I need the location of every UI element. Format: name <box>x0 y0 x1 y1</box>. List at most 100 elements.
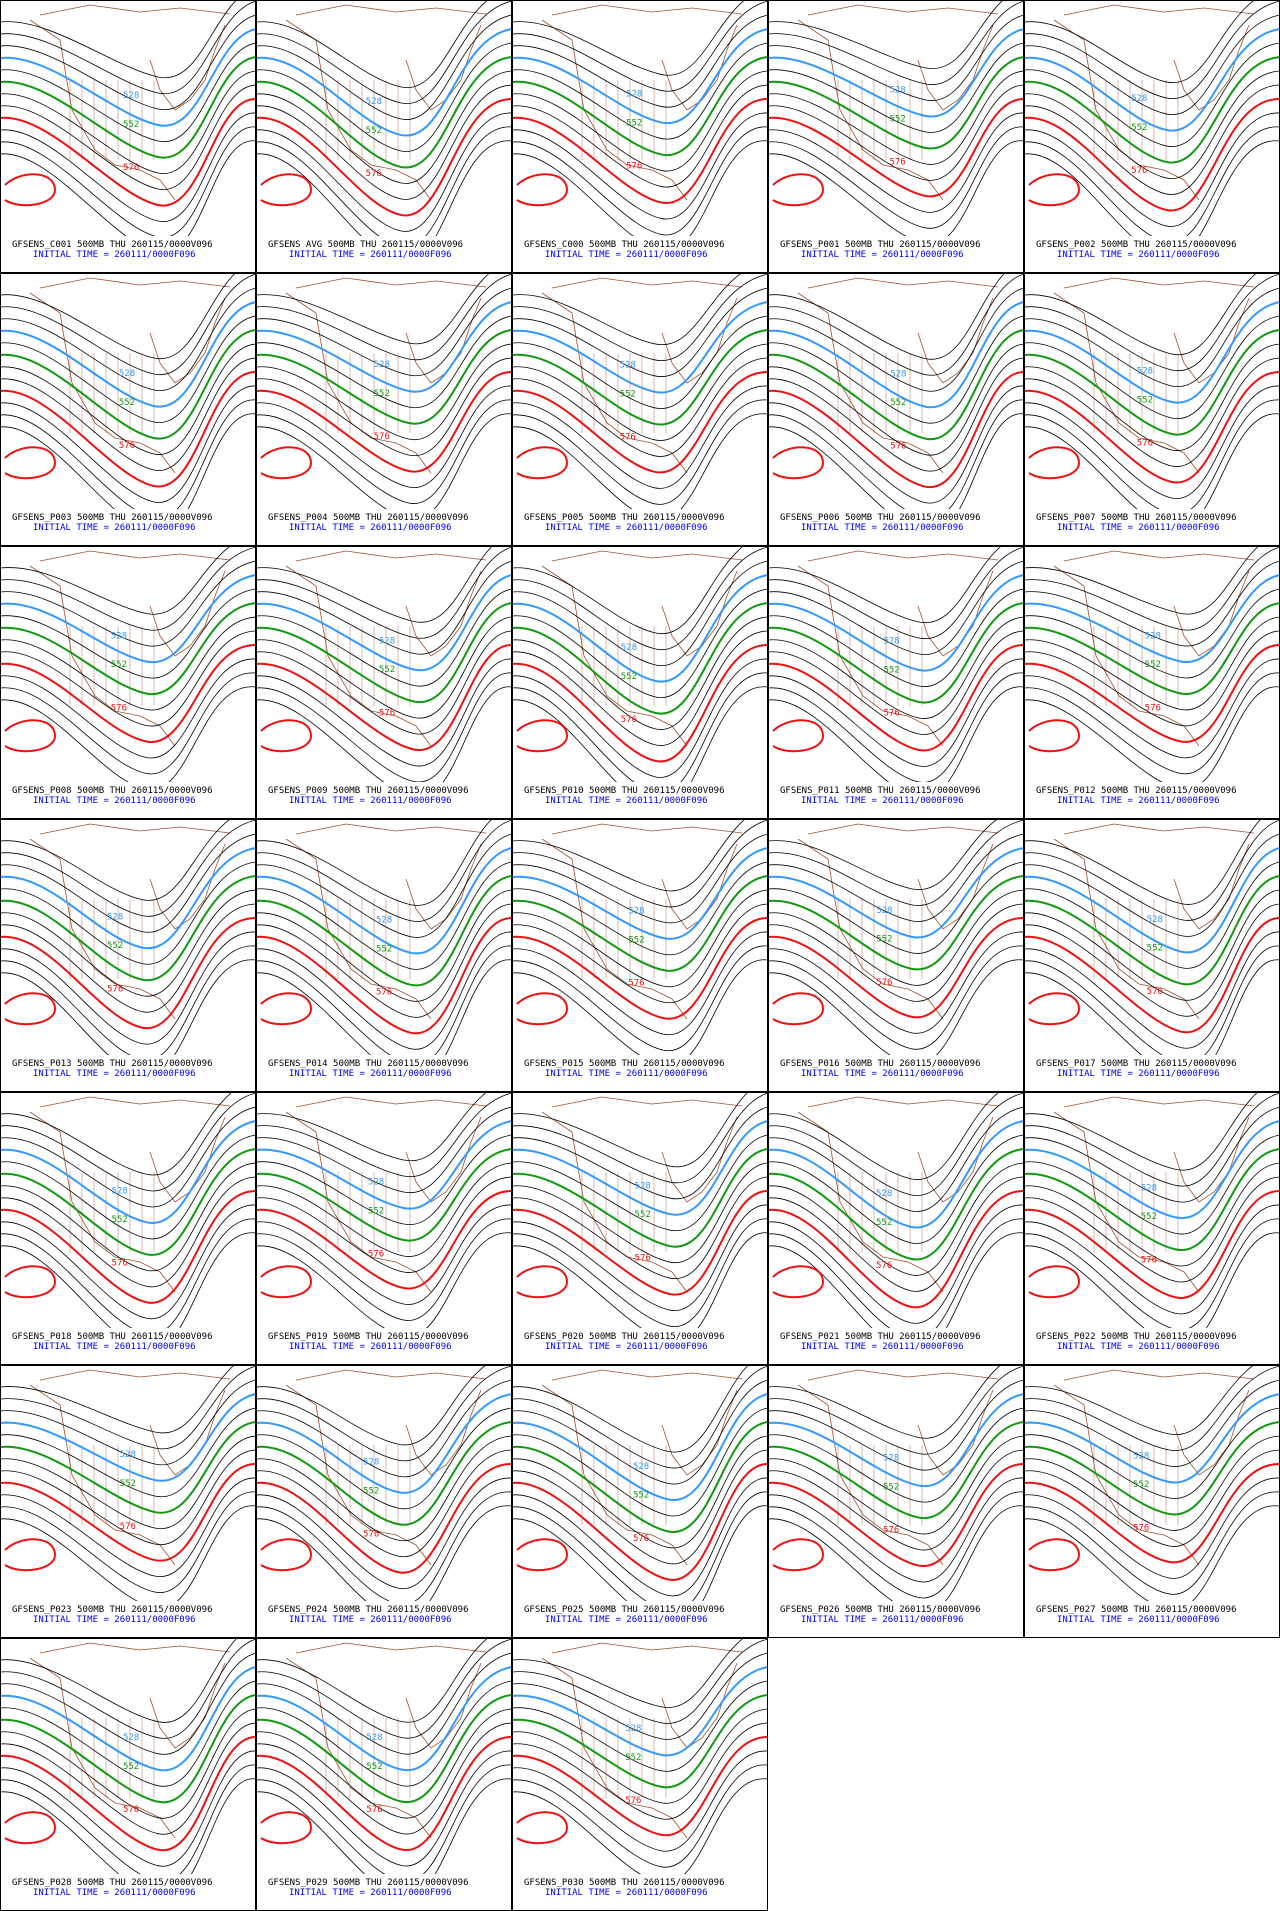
high-contour <box>4 1811 57 1845</box>
height-contour <box>512 903 768 1004</box>
height-contour <box>512 1134 768 1232</box>
contour-label: 576 <box>890 158 906 168</box>
height-contour <box>0 1764 256 1883</box>
height-contour <box>768 819 1024 906</box>
contour-label: 576 <box>883 709 899 719</box>
height-contour <box>0 1092 256 1192</box>
high-contour <box>4 173 57 207</box>
panel-border <box>512 819 768 1092</box>
panel-border <box>768 546 1024 819</box>
height-contour <box>1024 1393 1280 1484</box>
height-contour <box>0 14 256 111</box>
contour-label: 552 <box>890 398 906 408</box>
coastline <box>541 1096 743 1293</box>
panel-caption: GFSENS_P027 500MB THU 260115/0000V096 <box>1036 1605 1236 1615</box>
contour-label: 552 <box>621 672 637 682</box>
height-contour <box>0 287 256 391</box>
high-contour <box>260 446 313 480</box>
height-contour <box>0 875 256 982</box>
model-panel: 528 552 576 GFSENS_P027 500MB THU 260115/00… <box>1024 1365 1280 1638</box>
contour-label: 552 <box>633 1491 649 1501</box>
height-contour <box>768 1393 1024 1488</box>
coastline <box>285 550 487 747</box>
caption-bg <box>768 1601 1024 1638</box>
height-contour <box>0 686 256 791</box>
height-contour <box>256 1435 512 1542</box>
contour-label: 528 <box>1131 94 1147 104</box>
contour-label: 528 <box>123 1733 139 1743</box>
initial-time: INITIAL TIME = 260111/0000F096 <box>289 523 452 533</box>
contour-label: 576 <box>363 1529 379 1539</box>
height-contour <box>1024 847 1280 954</box>
height-contour <box>0 1652 256 1755</box>
initial-time: INITIAL TIME = 260111/0000F096 <box>801 796 964 806</box>
height-contour <box>768 643 1024 752</box>
height-contour <box>512 1449 768 1565</box>
height-contour <box>512 1708 768 1804</box>
height-contour <box>0 1449 256 1545</box>
model-panel: 528 552 576 GFSENS_P014 500MB THU 260115/00… <box>256 819 512 1092</box>
height-contour <box>0 273 256 375</box>
coastline <box>29 277 231 474</box>
caption-bg <box>0 236 256 273</box>
height-contour <box>512 1204 768 1311</box>
panel-caption: GFSENS_P029 500MB THU 260115/0000V096 <box>268 1878 468 1888</box>
height-contour <box>768 0 1024 85</box>
height-contour <box>512 1477 768 1597</box>
height-contour <box>768 1435 1024 1535</box>
panel-caption: GFSENS_C001 500MB THU 260115/0000V096 <box>12 240 212 250</box>
height-contour <box>768 588 1024 687</box>
height-contour <box>512 1638 768 1724</box>
coastline <box>541 277 743 474</box>
height-contour <box>0 819 231 901</box>
height-contour <box>512 1162 768 1263</box>
height-contour <box>512 385 768 489</box>
height-contour <box>256 1189 512 1290</box>
height-contour <box>512 112 768 220</box>
height-contour <box>768 1407 1024 1503</box>
height-contour <box>256 287 512 377</box>
model-panel: 528 552 576 GFSENS_C000 500MB THU 260115/00… <box>512 0 768 273</box>
contour-label: 528 <box>366 97 382 107</box>
high-contour <box>4 719 57 753</box>
panel-caption: GFSENS_P014 500MB THU 260115/0000V096 <box>268 1059 468 1069</box>
caption-bg <box>768 1055 1024 1092</box>
height-contour <box>512 315 768 409</box>
panel-border <box>512 273 768 546</box>
height-contour <box>1024 889 1280 1001</box>
initial-time: INITIAL TIME = 260111/0000F096 <box>801 1615 964 1625</box>
contour-label: 552 <box>123 120 139 130</box>
contour-label: 576 <box>374 432 390 442</box>
contour-label: 576 <box>635 1253 651 1263</box>
initial-time: INITIAL TIME = 260111/0000F096 <box>289 1342 452 1352</box>
contour-label: 576 <box>112 1258 128 1268</box>
height-contour <box>512 1666 768 1757</box>
contour-label: 576 <box>621 715 637 725</box>
height-contour <box>256 273 512 361</box>
height-contour <box>256 28 512 137</box>
height-contour <box>1024 287 1280 387</box>
height-contour <box>512 1092 749 1168</box>
height-contour <box>768 916 1024 1019</box>
height-contour <box>512 126 768 236</box>
model-panel: 528 552 576 GFSENS_P020 500MB THU 260115/00… <box>512 1092 768 1365</box>
coastline <box>797 1369 999 1566</box>
model-panel: 528 552 576 GFSENS_P009 500MB THU 260115/00… <box>256 546 512 819</box>
panel-caption: GFSENS_P023 500MB THU 260115/0000V096 <box>12 1605 212 1615</box>
height-contour <box>768 546 1003 624</box>
height-contour <box>256 357 512 456</box>
height-contour <box>768 28 1024 118</box>
height-contour <box>512 861 768 956</box>
height-contour <box>768 70 1024 165</box>
height-contour <box>0 1218 256 1335</box>
height-contour <box>512 1148 768 1248</box>
height-contour <box>0 1106 256 1208</box>
initial-time: INITIAL TIME = 260111/0000F096 <box>801 523 964 533</box>
height-contour <box>0 560 256 647</box>
height-contour <box>768 84 1024 181</box>
height-contour <box>0 833 256 933</box>
height-contour <box>256 1134 512 1225</box>
panel-border <box>256 0 512 273</box>
height-contour <box>256 819 512 922</box>
height-contour <box>256 1379 512 1478</box>
